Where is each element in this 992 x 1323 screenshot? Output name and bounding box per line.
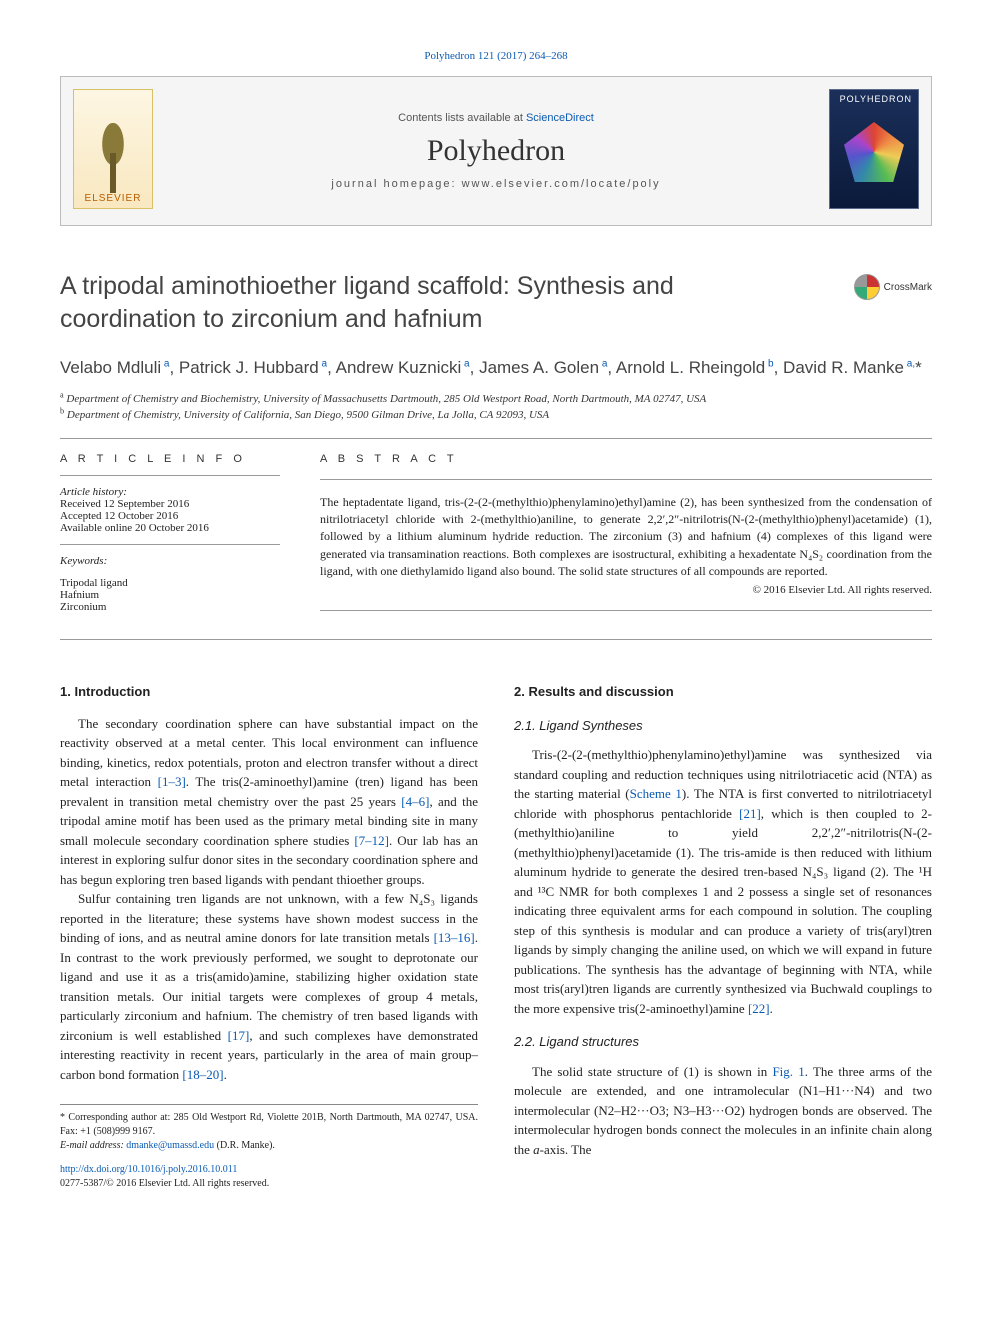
contents-line: Contents lists available at ScienceDirec… bbox=[398, 112, 594, 124]
subsection-synth-heading: 2.1. Ligand Syntheses bbox=[514, 716, 932, 736]
crossmark-label: CrossMark bbox=[884, 282, 932, 293]
crossmark-icon bbox=[854, 274, 880, 300]
journal-banner: ELSEVIER POLYHEDRON Contents lists avail… bbox=[60, 76, 932, 226]
history-label: Article history: bbox=[60, 486, 280, 498]
abstract-text: The heptadentate ligand, tris-(2-(2-(met… bbox=[320, 494, 932, 581]
intro-para-1: The secondary coordination sphere can ha… bbox=[60, 714, 478, 890]
homepage-pre: journal homepage: bbox=[331, 178, 461, 190]
homepage-url[interactable]: www.elsevier.com/locate/poly bbox=[462, 178, 661, 190]
keyword-item: Zirconium bbox=[60, 601, 280, 613]
author-list: Velabo Mdluli a, Patrick J. Hubbard a, A… bbox=[60, 355, 932, 381]
issn-line: 0277-5387/© 2016 Elsevier Ltd. All right… bbox=[60, 1178, 269, 1189]
ref-link[interactable]: [7–12] bbox=[354, 833, 389, 848]
abstract-block: A B S T R A C T The heptadentate ligand,… bbox=[320, 453, 932, 626]
struct-para: The solid state structure of (1) is show… bbox=[514, 1062, 932, 1160]
citation-link[interactable]: Polyhedron 121 (2017) 264–268 bbox=[424, 50, 567, 62]
elsevier-logo: ELSEVIER bbox=[73, 89, 153, 209]
corresponding-author: * Corresponding author at: 285 Old Westp… bbox=[60, 1111, 478, 1139]
journal-name: Polyhedron bbox=[427, 134, 565, 168]
intro-para-2: Sulfur containing tren ligands are not u… bbox=[60, 889, 478, 1084]
affiliations: a Department of Chemistry and Biochemist… bbox=[60, 391, 932, 424]
section-results-heading: 2. Results and discussion bbox=[514, 682, 932, 702]
divider bbox=[60, 438, 932, 439]
keyword-item: Hafnium bbox=[60, 589, 280, 601]
ref-link[interactable]: [18–20] bbox=[182, 1067, 223, 1082]
ref-link[interactable]: [13–16] bbox=[434, 930, 475, 945]
sciencedirect-link[interactable]: ScienceDirect bbox=[526, 112, 594, 124]
article-info-label: A R T I C L E I N F O bbox=[60, 453, 280, 465]
section-intro-heading: 1. Introduction bbox=[60, 682, 478, 702]
article-title: A tripodal aminothioether ligand scaffol… bbox=[60, 270, 932, 335]
abstract-copyright: © 2016 Elsevier Ltd. All rights reserved… bbox=[320, 584, 932, 596]
ref-link[interactable]: [4–6] bbox=[401, 794, 429, 809]
synth-para: Tris-(2-(2-(methylthio)phenylamino)ethyl… bbox=[514, 745, 932, 1018]
abstract-label: A B S T R A C T bbox=[320, 453, 932, 465]
crossmark-badge[interactable]: CrossMark bbox=[854, 274, 932, 300]
email-label: E-mail address: bbox=[60, 1140, 126, 1151]
journal-cover-thumb: POLYHEDRON bbox=[829, 89, 919, 209]
footnotes: * Corresponding author at: 285 Old Westp… bbox=[60, 1104, 478, 1153]
citation-header: Polyhedron 121 (2017) 264–268 bbox=[60, 50, 932, 62]
elsevier-label: ELSEVIER bbox=[85, 193, 142, 204]
article-info-block: A R T I C L E I N F O Article history: R… bbox=[60, 453, 280, 626]
keywords-label: Keywords: bbox=[60, 555, 280, 567]
cover-polyhedron-icon bbox=[844, 122, 904, 182]
ref-link[interactable]: Scheme 1 bbox=[630, 786, 682, 801]
homepage-line: journal homepage: www.elsevier.com/locat… bbox=[331, 178, 660, 190]
doi-link[interactable]: http://dx.doi.org/10.1016/j.poly.2016.10… bbox=[60, 1164, 237, 1175]
ref-link[interactable]: [21] bbox=[739, 806, 761, 821]
column-left: 1. Introduction The secondary coordinati… bbox=[60, 682, 478, 1191]
ref-link[interactable]: Fig. 1 bbox=[772, 1064, 804, 1079]
cover-title: POLYHEDRON bbox=[830, 90, 918, 104]
ref-link[interactable]: [1–3] bbox=[158, 774, 186, 789]
ref-link[interactable]: [22] bbox=[748, 1001, 770, 1016]
ref-link[interactable]: [17] bbox=[228, 1028, 250, 1043]
contents-pre: Contents lists available at bbox=[398, 112, 526, 124]
keywords-list: Tripodal ligandHafniumZirconium bbox=[60, 577, 280, 613]
divider bbox=[60, 639, 932, 640]
history-accepted: Accepted 12 October 2016 bbox=[60, 510, 280, 522]
column-right: 2. Results and discussion 2.1. Ligand Sy… bbox=[514, 682, 932, 1191]
email-link[interactable]: dmanke@umassd.edu bbox=[126, 1140, 214, 1151]
doi-block: http://dx.doi.org/10.1016/j.poly.2016.10… bbox=[60, 1163, 478, 1191]
email-paren: (D.R. Manke). bbox=[214, 1140, 275, 1151]
keyword-item: Tripodal ligand bbox=[60, 577, 280, 589]
subsection-struct-heading: 2.2. Ligand structures bbox=[514, 1032, 932, 1052]
history-online: Available online 20 October 2016 bbox=[60, 522, 280, 534]
history-received: Received 12 September 2016 bbox=[60, 498, 280, 510]
elsevier-tree-icon bbox=[88, 123, 138, 193]
